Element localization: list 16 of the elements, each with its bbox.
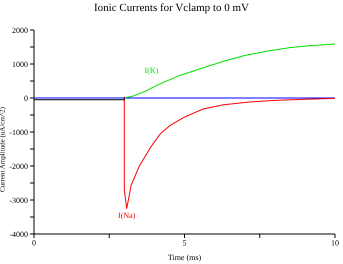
y-tick-label: 2000 xyxy=(12,26,28,35)
x-tick-label: 10 xyxy=(331,238,339,248)
annotation: I(Na) xyxy=(118,211,136,220)
y-tick-label: -1000 xyxy=(9,128,28,137)
line-series xyxy=(124,98,335,209)
line-series xyxy=(124,43,335,98)
x-tick-label: 5 xyxy=(182,238,186,248)
y-tick-label: 0 xyxy=(24,94,28,103)
x-axis-title: Time (ms) xyxy=(168,253,202,262)
y-tick-label: -3000 xyxy=(9,196,28,205)
annotation: I(K) xyxy=(144,66,159,76)
y-tick-label: -4000 xyxy=(9,230,28,239)
y-tick-label: -2000 xyxy=(9,162,28,171)
x-tick-label: 0 xyxy=(32,238,36,248)
chart-title: Ionic Currents for Vclamp to 0 mV xyxy=(93,2,250,14)
y-tick-label: 1000 xyxy=(12,60,28,69)
